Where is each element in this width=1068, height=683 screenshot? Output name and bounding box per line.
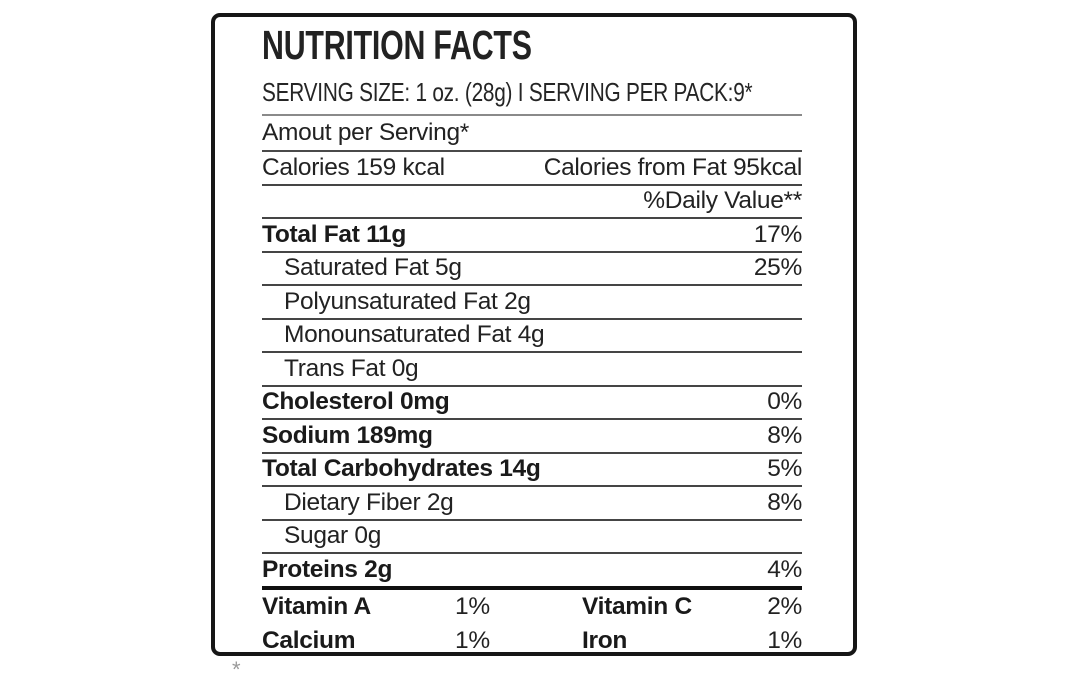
nutrient-name: Monounsaturated Fat 4g xyxy=(284,321,545,349)
micronutrient-value-vitamin-a: 1% xyxy=(455,592,490,620)
nutrient-daily-value: 4% xyxy=(767,555,802,583)
nutrient-name: Total Carbohydrates 14g xyxy=(262,455,541,483)
nutrient-row-monounsaturated-fat: Monounsaturated Fat 4g xyxy=(262,320,802,353)
nutrient-daily-value: 0% xyxy=(767,388,802,416)
micronutrient-value-iron: 1% xyxy=(767,626,802,654)
nutrient-name: Total Fat 11g xyxy=(262,220,407,248)
nutrition-facts-content: NUTRITION FACTS SERVING SIZE: 1 oz. (28g… xyxy=(262,17,802,658)
nutrition-facts-panel: NUTRITION FACTS SERVING SIZE: 1 oz. (28g… xyxy=(211,13,857,656)
nutrient-row-proteins: Proteins 2g 4% xyxy=(262,554,802,590)
nutrient-row-total-fat: Total Fat 11g 17% xyxy=(262,219,802,253)
serving-size-text: SERVING SIZE: 1 oz. (28g) I SERVING PER … xyxy=(262,77,753,107)
serving-size-line: SERVING SIZE: 1 oz. (28g) I SERVING PER … xyxy=(262,78,802,116)
nutrient-name: Sodium 189mg xyxy=(262,421,433,449)
calories-value: Calories 159 kcal xyxy=(262,153,445,181)
nutrient-name: Trans Fat 0g xyxy=(284,354,419,382)
nutrient-name: Saturated Fat 5g xyxy=(284,254,462,282)
calories-from-fat-value: Calories from Fat 95kcal xyxy=(543,153,803,181)
micronutrients-grid: Vitamin A 1% Vitamin C 2% Calcium 1% Iro… xyxy=(262,590,802,658)
nutrient-row-trans-fat: Trans Fat 0g xyxy=(262,353,802,387)
nutrient-name: Proteins 2g xyxy=(262,555,393,583)
micronutrient-name-vitamin-a: Vitamin A xyxy=(262,592,371,620)
nutrient-name: Sugar 0g xyxy=(284,522,382,550)
nutrient-row-sodium: Sodium 189mg 8% xyxy=(262,420,802,454)
micronutrient-name-calcium: Calcium xyxy=(262,626,356,654)
nutrient-daily-value: 17% xyxy=(753,220,802,248)
daily-value-header-row: %Daily Value** xyxy=(262,186,802,219)
footnote-asterisk: * xyxy=(232,657,241,682)
nutrient-daily-value: 8% xyxy=(767,488,802,516)
nutrient-row-dietary-fiber: Dietary Fiber 2g 8% xyxy=(262,487,802,521)
calories-row: Calories 159 kcal Calories from Fat 95kc… xyxy=(262,152,802,186)
micronutrient-value-vitamin-c: 2% xyxy=(767,592,802,620)
nutrient-name: Polyunsaturated Fat 2g xyxy=(284,287,531,315)
nutrient-row-cholesterol: Cholesterol 0mg 0% xyxy=(262,387,802,420)
nutrient-row-total-carbohydrates: Total Carbohydrates 14g 5% xyxy=(262,454,802,487)
daily-value-header: %Daily Value** xyxy=(643,187,802,215)
micronutrient-name-vitamin-c: Vitamin C xyxy=(582,592,692,620)
panel-title: NUTRITION FACTS xyxy=(262,22,532,68)
amount-per-serving-line: Amout per Serving* xyxy=(262,116,802,152)
nutrient-daily-value: 25% xyxy=(753,254,802,282)
nutrient-name: Dietary Fiber 2g xyxy=(284,488,454,516)
nutrient-row-saturated-fat: Saturated Fat 5g 25% xyxy=(262,253,802,286)
micronutrient-value-calcium: 1% xyxy=(455,626,490,654)
nutrient-daily-value: 5% xyxy=(767,455,802,483)
micronutrient-name-iron: Iron xyxy=(582,626,628,654)
nutrient-row-polyunsaturated-fat: Polyunsaturated Fat 2g xyxy=(262,286,802,320)
nutrient-name: Cholesterol 0mg xyxy=(262,388,450,416)
amount-per-serving-text: Amout per Serving* xyxy=(262,119,470,146)
nutrient-daily-value: 8% xyxy=(767,421,802,449)
nutrient-row-sugar: Sugar 0g xyxy=(262,521,802,554)
